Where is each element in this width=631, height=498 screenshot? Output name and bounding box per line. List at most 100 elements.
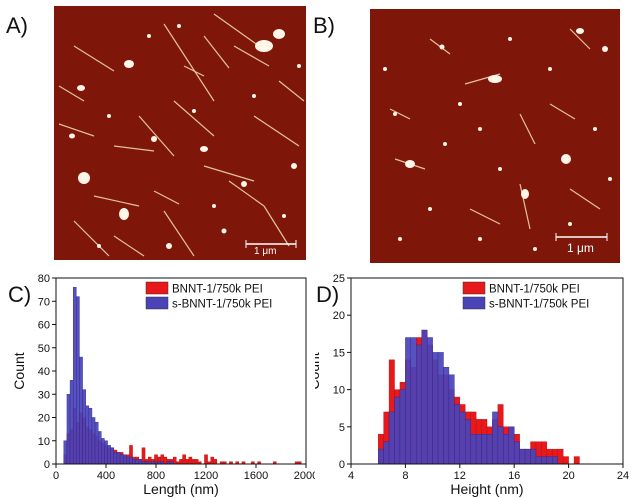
histogram-bar [210,456,215,465]
scale-bar-label-a: 1 μm [254,246,277,257]
x-tick-label: 1200 [194,470,218,482]
x-tick-label: 800 [147,470,165,482]
histogram-bar [492,411,499,465]
panel-label-a: A) [6,13,28,38]
y-tick-label: 70 [38,296,50,308]
histogram-bar [179,459,183,465]
histogram-bar [138,459,143,465]
legend-label: s-BNNT-1/750k PEI [489,299,589,311]
histogram-bar [172,456,177,465]
histogram-bar [132,459,136,465]
histogram-bar [541,456,548,465]
histogram-bar [530,448,537,465]
legend-label: s-BNNT-1/750k PEI [172,299,272,311]
histogram-bar [426,337,433,465]
histogram-bar [416,344,422,465]
legend: BNNT-1/750k PEI s-BNNT-1/750k PEI [145,281,272,311]
histogram-bar [432,352,439,465]
histogram-bar [122,454,127,465]
histogram-bar [91,417,96,465]
y-tick-label: 25 [333,273,345,285]
y-tick-label: 20 [38,413,50,425]
afm-image-a: 1 μm [54,6,306,260]
panel-label-c: C) [8,282,32,307]
histogram-bar [113,452,118,465]
histogram-bar [76,296,80,465]
histogram-bar [508,426,515,465]
y-tick-label: 60 [38,320,50,332]
histogram-bar [524,448,531,465]
histogram-bar [388,411,395,465]
legend: BNNT-1/750k PEI s-BNNT-1/750k PEI [462,281,589,311]
histogram-bar [470,434,477,465]
y-tick-label: 40 [38,366,50,378]
legend-swatch [145,281,169,295]
histogram-bar [481,434,488,465]
x-tick-label: 0 [53,470,59,482]
histogram-bar [66,394,71,465]
y-tick-label: 20 [333,310,345,322]
histogram-bar [110,447,115,465]
histogram-bar [63,440,68,465]
histogram-bar [546,456,553,465]
histogram-bar [185,459,190,465]
histogram-bar [562,456,569,465]
y-tick-label: 0 [44,459,50,471]
panel-label-b: B) [313,13,335,38]
histogram-bar [497,426,504,465]
y-tick-label: 15 [333,347,345,359]
histogram-bar [72,287,77,465]
histogram-bar [552,456,558,465]
histogram-bar [79,356,83,465]
histogram-bar [394,396,401,465]
histogram-bar [94,421,99,465]
histogram-bar [410,337,417,465]
y-tick-label: 50 [38,343,50,355]
histogram-bar [399,389,406,465]
scale-bar-label-b: 1 μm [567,241,594,255]
y-tick-label: 10 [333,385,345,397]
histogram-bar [188,456,193,465]
x-tick-label: 400 [97,470,115,482]
y-tick-label: 10 [38,436,50,448]
histogram-bar [104,440,108,465]
histogram-bar [135,459,140,465]
x-tick-label: 4 [348,470,354,482]
histogram-bar [503,434,509,465]
histogram-bar [163,456,168,465]
histogram-bar [213,459,218,465]
afm-image-b: 1 μm [370,9,620,263]
legend-label: BNNT-1/750k PEI [489,284,580,296]
histogram-bar [97,431,102,465]
histogram-bar [101,438,105,465]
histogram-bar [88,407,93,465]
x-tick-label: 24 [617,470,629,482]
histogram-bar [85,405,90,465]
histogram-bar [204,454,208,465]
histogram-bar [486,434,493,465]
y-tick-label: 5 [339,422,345,434]
legend-swatch [145,296,169,310]
histogram-bar [448,374,455,465]
histogram-bar [191,459,196,465]
x-tick-label: 12 [454,470,466,482]
histogram-bar [107,445,111,465]
histogram-bar [126,456,130,465]
histogram-bar [513,441,520,465]
histogram-bar [421,329,428,465]
histogram-bar [454,404,461,465]
histogram-bar [405,337,412,465]
legend-swatch [462,296,486,310]
x-tick-label: 8 [402,470,408,482]
histogram-bar [129,456,133,465]
height-histogram: 4 8 12 16 20 24 0 5 10 15 20 25 Height (nm) Count BNNT… [315,273,629,497]
legend-swatch [462,281,486,295]
x-axis-label: Length (nm) [143,481,218,497]
histogram-bar [519,448,526,465]
histogram-bar [465,419,471,465]
y-axis-label: Count [11,352,27,389]
legend-label: BNNT-1/750k PEI [172,284,263,296]
histogram-bar [437,352,444,465]
x-tick-label: 1600 [244,470,268,482]
